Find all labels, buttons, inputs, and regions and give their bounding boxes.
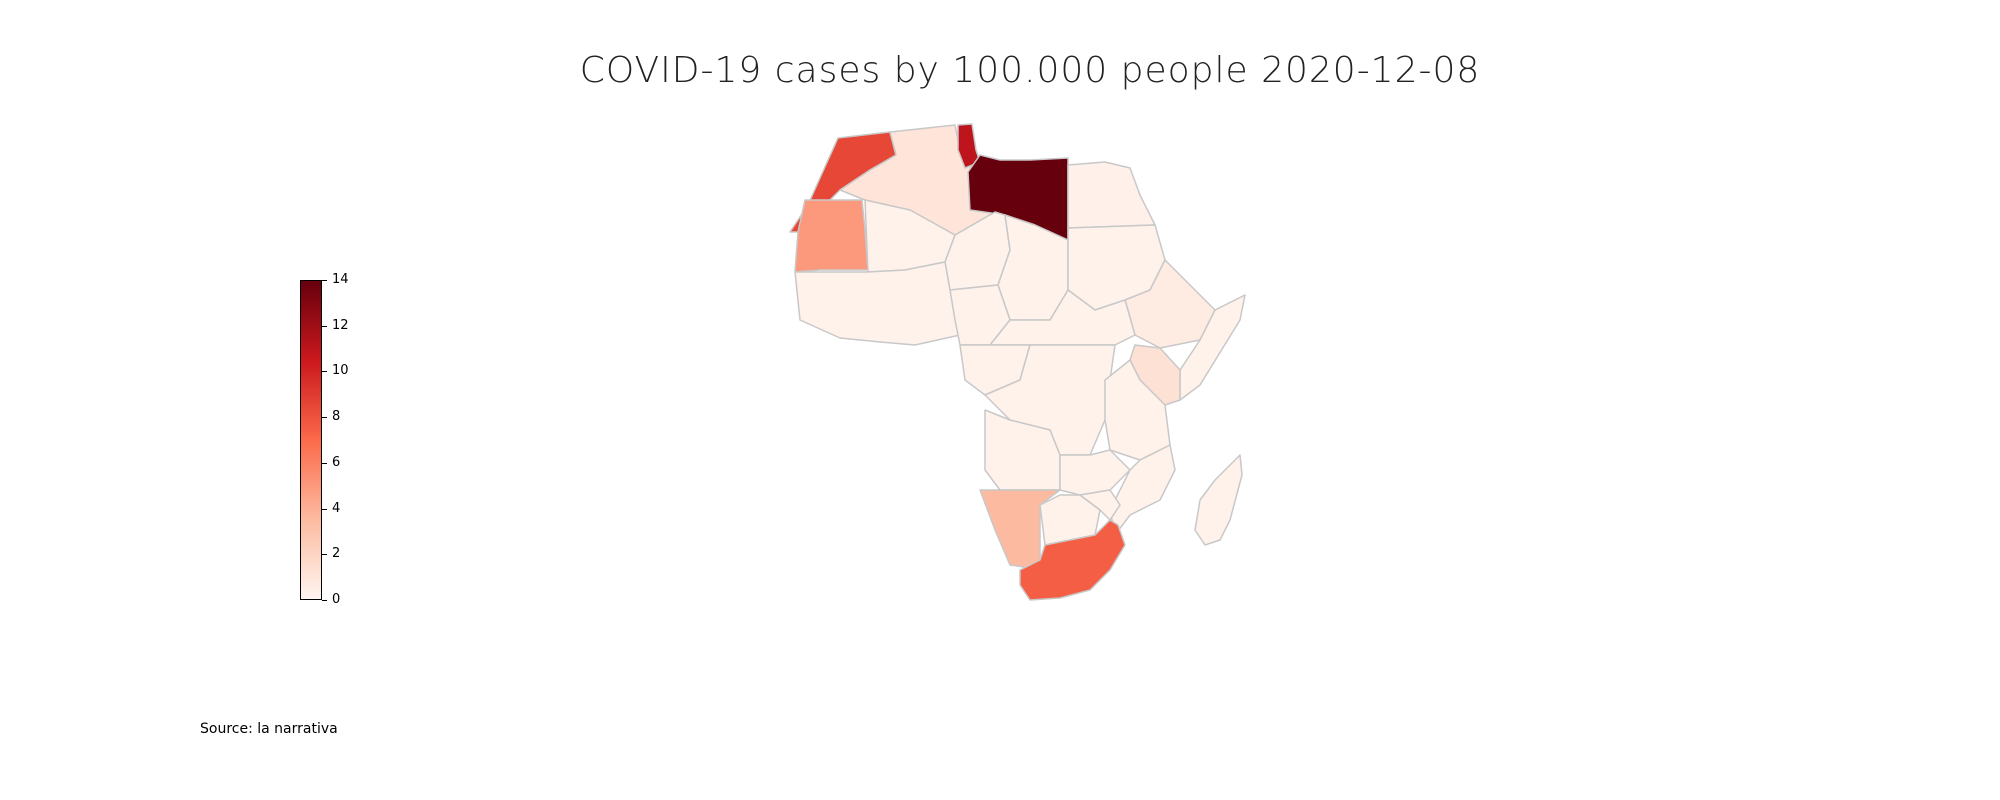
colorbar-tick: 6 [322, 455, 340, 470]
colorbar-tick: 4 [322, 501, 340, 516]
source-note: Source: la narrativa [200, 721, 338, 737]
country-zambia [1059, 449, 1131, 496]
country-mozambique [1109, 444, 1176, 536]
colorbar-tick: 10 [322, 363, 349, 378]
colorbar-tick: 2 [322, 546, 340, 561]
colorbar [300, 280, 322, 600]
country-zimbabwe [1079, 489, 1121, 521]
country-mauritania [794, 199, 869, 273]
country-egypt [1067, 161, 1156, 229]
map-title: COVID-19 cases by 100.000 people 2020-12… [579, 50, 1481, 91]
colorbar-tick: 0 [322, 592, 340, 607]
country-west-africa [794, 261, 971, 346]
country-madagascar [1194, 454, 1243, 546]
colorbar-tick: 12 [322, 318, 349, 333]
country-south-africa [1019, 519, 1126, 601]
colorbar-tick: 8 [322, 409, 340, 424]
colorbar-tick: 14 [322, 272, 349, 287]
